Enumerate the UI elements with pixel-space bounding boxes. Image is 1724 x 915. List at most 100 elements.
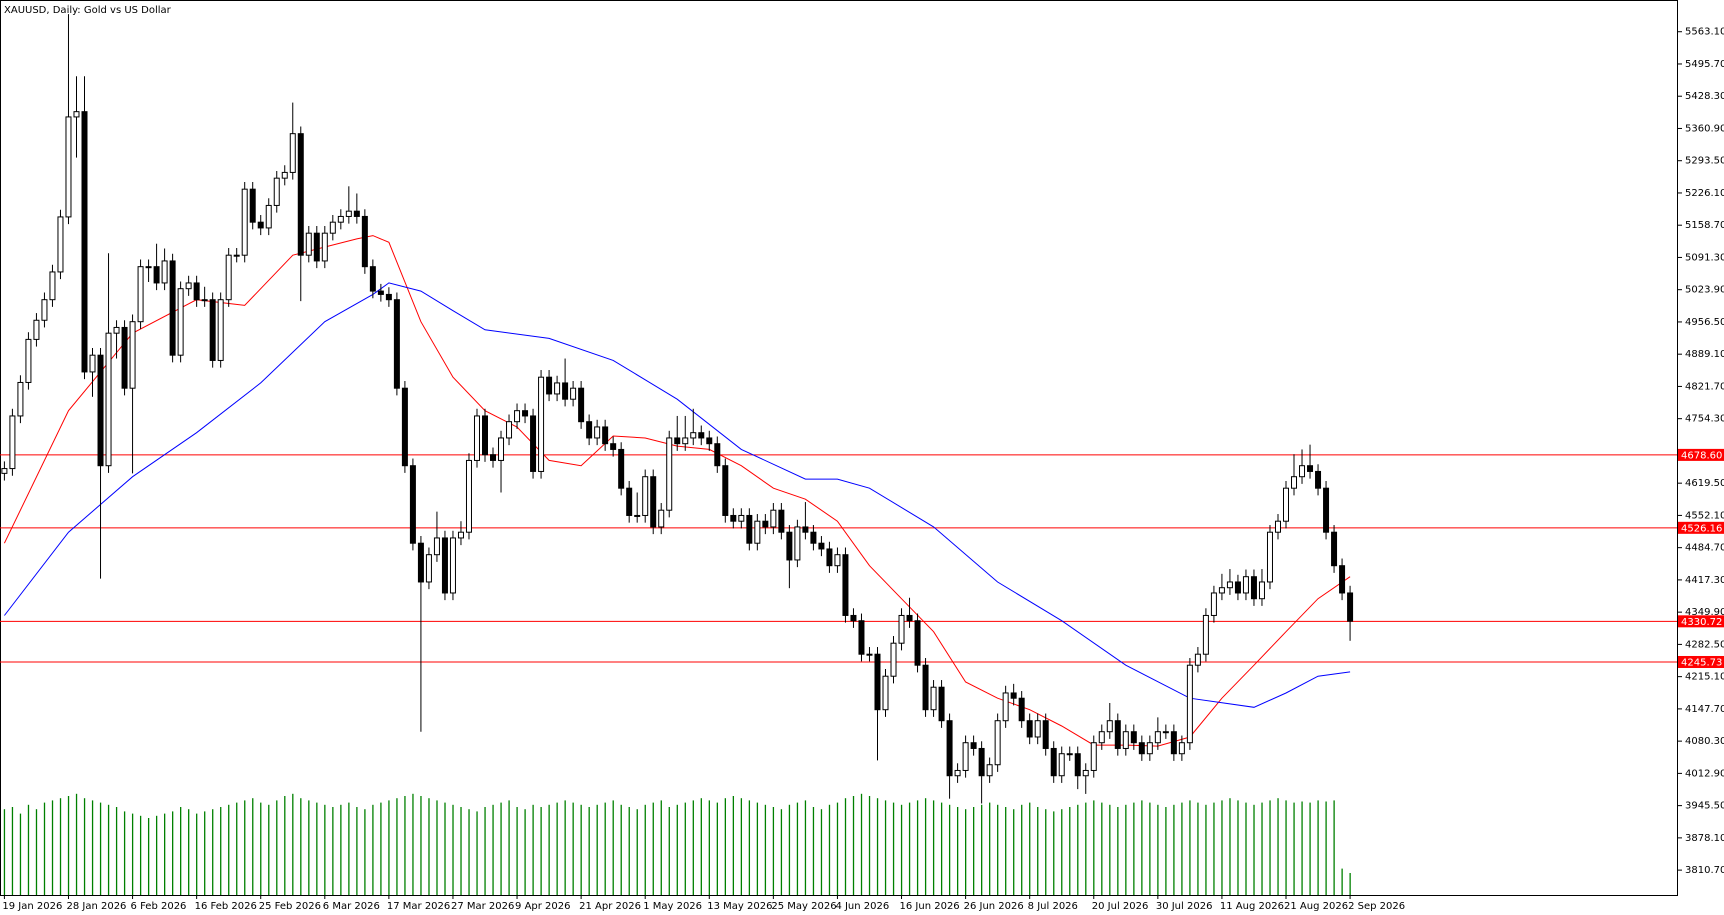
candle-body — [129, 321, 136, 389]
volume-bar — [1333, 800, 1335, 895]
candle-body — [530, 415, 537, 472]
volume-bar — [43, 802, 46, 895]
volume-bar — [676, 804, 678, 895]
candle-body — [1299, 465, 1306, 478]
candle-body — [1090, 742, 1097, 771]
candle-body — [1291, 476, 1298, 489]
candle-body — [1250, 576, 1257, 600]
candle-body — [313, 232, 320, 262]
candle-body — [233, 254, 240, 257]
candle-body — [610, 443, 617, 450]
volume-bar — [1061, 809, 1063, 895]
candle-body — [73, 111, 80, 118]
volume-bar — [19, 813, 22, 895]
x-tick-label: 8 Jul 2026 — [1028, 901, 1078, 912]
candle-body — [1154, 731, 1161, 744]
volume-bar — [756, 802, 759, 895]
volume-bar — [804, 800, 807, 895]
x-tick-label: 20 Jul 2026 — [1092, 901, 1149, 912]
volume-bar — [981, 804, 983, 895]
volume-bar — [508, 800, 510, 895]
volume-bar — [155, 815, 158, 895]
x-tick-label: 16 Jun 2026 — [900, 901, 960, 912]
candle-body — [874, 653, 881, 711]
candle-body — [249, 188, 256, 223]
volume-bar — [452, 804, 454, 895]
volume-bar — [83, 798, 86, 895]
candle-body — [1323, 487, 1330, 533]
candle-body — [834, 554, 841, 567]
volume-bar — [476, 811, 478, 895]
candle-body — [922, 664, 929, 711]
candle-body — [778, 509, 785, 533]
candle-body — [858, 620, 865, 655]
volume-bar — [852, 796, 855, 895]
volume-bar — [1261, 802, 1263, 895]
volume-bar — [1133, 802, 1135, 895]
volume-bar — [252, 798, 254, 895]
candle-body — [586, 421, 593, 439]
candle-body — [1178, 742, 1185, 755]
y-tick-label: 4417.30 — [1685, 575, 1724, 586]
volume-bar — [612, 800, 614, 895]
volume-bar — [1181, 802, 1183, 895]
volume-bar — [516, 807, 518, 895]
volume-bar — [1237, 800, 1239, 895]
x-tick-label: 9 Apr 2026 — [515, 901, 570, 912]
volume-bar — [1013, 809, 1015, 895]
volume-bar — [1269, 800, 1271, 895]
candle-body — [417, 542, 424, 583]
volume-bar — [356, 807, 358, 895]
y-tick-label: 4754.30 — [1685, 414, 1724, 425]
volume-bar — [548, 804, 550, 895]
volume-bar — [380, 802, 382, 895]
volume-bar — [436, 800, 438, 895]
x-tick-label: 27 Mar 2026 — [451, 901, 514, 912]
volume-bar — [123, 811, 126, 895]
candle-body — [33, 319, 40, 340]
candle-body — [329, 221, 336, 234]
candle-body — [634, 514, 641, 517]
volume-bar — [540, 807, 542, 895]
volume-bar — [420, 796, 422, 895]
candle-body — [97, 354, 104, 467]
volume-bar — [139, 815, 142, 895]
candle-body — [626, 487, 633, 516]
candle-body — [482, 415, 488, 456]
volume-bar — [107, 804, 110, 895]
candle-body — [890, 642, 897, 677]
volume-bar — [780, 809, 783, 895]
x-tick-label: 13 May 2026 — [707, 901, 772, 912]
x-tick-label: 25 Feb 2026 — [259, 901, 321, 912]
candle-body — [49, 271, 56, 301]
candle-body — [121, 326, 128, 389]
candle-body — [570, 387, 577, 400]
candle-body — [1210, 592, 1217, 616]
candle-body — [177, 288, 184, 356]
volume-bar — [228, 804, 230, 895]
y-tick-label: 5023.90 — [1685, 285, 1724, 296]
volume-bar — [732, 796, 735, 895]
candle-body — [1114, 720, 1121, 749]
volume-bar — [828, 804, 831, 895]
volume-bar — [1029, 802, 1031, 895]
candle-body — [377, 290, 384, 295]
volume-bar — [836, 802, 839, 895]
y-tick-label: 5563.10 — [1685, 27, 1724, 38]
volume-bar — [404, 796, 406, 895]
volume-bar — [316, 802, 318, 895]
y-tick-label: 3810.70 — [1685, 865, 1724, 876]
volume-bar — [244, 800, 246, 895]
volume-bar — [860, 793, 863, 895]
volume-bar — [99, 802, 102, 895]
candle-body — [1074, 753, 1081, 777]
candle-body — [826, 548, 833, 567]
y-tick-label: 3878.10 — [1685, 833, 1724, 844]
y-tick-label: 4552.10 — [1685, 510, 1724, 521]
y-tick-label: 4080.30 — [1685, 736, 1724, 747]
candle-body — [738, 514, 745, 522]
candle-body — [25, 338, 32, 383]
candle-body — [113, 326, 120, 334]
volume-bar — [1053, 811, 1055, 895]
x-tick-label: 26 Jun 2026 — [964, 901, 1024, 912]
